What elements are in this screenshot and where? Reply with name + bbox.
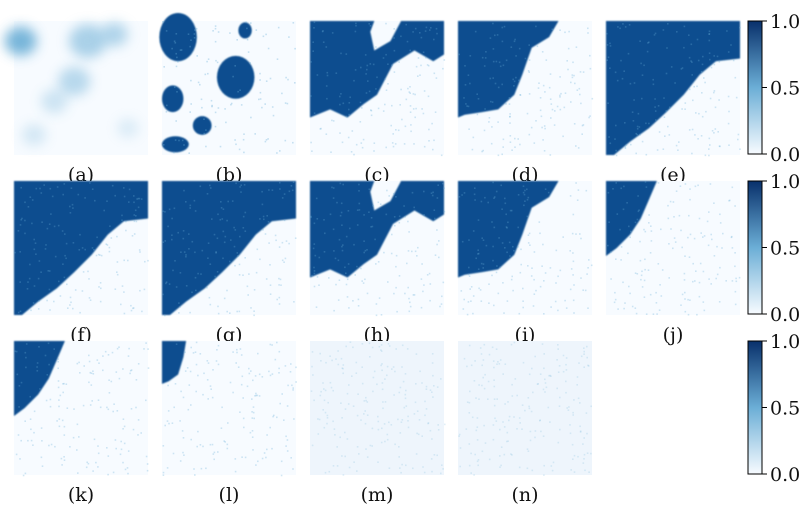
colorbar-tick-label: 1.0	[770, 11, 800, 33]
panel-label: (f)	[70, 324, 92, 346]
panel-label: (e)	[660, 164, 686, 186]
panel-label: (j)	[663, 324, 684, 346]
panel-label: (k)	[68, 484, 94, 506]
heatmap-panel: (c)	[310, 21, 446, 186]
panel-label: (n)	[511, 484, 538, 506]
colorbar-tick-label: 0.5	[770, 398, 800, 420]
colorbar-tick-label: 0.0	[770, 144, 800, 166]
panel-label: (a)	[68, 164, 94, 186]
heatmap-panel: (m)	[310, 341, 446, 506]
colorbar-tick-label: 0.0	[770, 464, 800, 486]
panel-label: (i)	[515, 324, 536, 346]
panel-label: (l)	[219, 484, 240, 506]
heatmap-panel: (g)	[162, 181, 297, 346]
panel-label: (c)	[364, 164, 389, 186]
colorbar-tick-label: 1.0	[770, 331, 800, 353]
panel-label: (h)	[363, 324, 390, 346]
panel-label: (b)	[216, 164, 243, 186]
heatmap-panel: (i)	[458, 181, 593, 346]
panel-label: (d)	[512, 164, 539, 186]
colorbar: 1.0 0.5 0.0	[747, 11, 800, 166]
heatmap-panel: (b)	[159, 12, 296, 186]
heatmap-panel: (n)	[458, 341, 592, 506]
panel-label: (m)	[361, 484, 394, 506]
heatmap-panel: (l)	[162, 341, 297, 506]
heatmap-panel: (f)	[14, 181, 149, 346]
colorbar: 1.0 0.5 0.0	[747, 331, 800, 486]
heatmap-panel: (d)	[458, 21, 594, 186]
heatmap-panel: (k)	[14, 341, 150, 506]
heatmap-panel: (e)	[606, 21, 741, 186]
heatmap-panel: (j)	[606, 181, 741, 346]
heatmap-panel: (a)	[4, 21, 148, 186]
colorbar: 1.0 0.5 0.0	[747, 171, 800, 326]
panel-label: (g)	[216, 324, 243, 346]
colorbar-tick-label: 1.0	[770, 171, 800, 193]
heatmap-panel: (h)	[310, 181, 446, 346]
colorbar-tick-label: 0.5	[770, 78, 800, 100]
colorbar-tick-label: 0.0	[770, 304, 800, 326]
colorbar-tick-label: 0.5	[770, 238, 800, 260]
